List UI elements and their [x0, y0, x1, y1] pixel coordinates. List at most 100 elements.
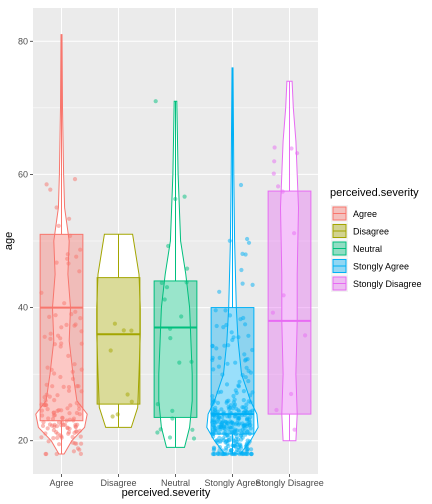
data-point — [58, 374, 63, 380]
data-point — [250, 390, 255, 395]
data-point — [214, 438, 219, 443]
y-tick-label: 80 — [18, 36, 28, 46]
legend-label: Stongly Agree — [353, 262, 409, 272]
data-point — [244, 365, 249, 370]
data-point — [166, 243, 171, 249]
data-point — [243, 432, 248, 437]
data-point — [62, 422, 68, 427]
data-point — [211, 417, 216, 422]
data-point — [241, 398, 246, 403]
data-point — [164, 285, 170, 290]
data-point — [211, 427, 216, 432]
data-point — [43, 398, 48, 403]
data-point — [289, 146, 294, 151]
data-point — [67, 216, 72, 221]
data-point — [50, 423, 55, 428]
data-point — [51, 428, 57, 433]
data-point — [243, 322, 248, 327]
data-point — [274, 407, 279, 413]
data-point — [168, 326, 173, 331]
legend-item: Agree — [331, 205, 377, 222]
data-point — [76, 384, 81, 389]
data-point — [73, 309, 78, 314]
data-point — [215, 400, 221, 405]
data-point — [246, 333, 251, 338]
data-point — [229, 435, 234, 440]
data-point — [232, 443, 237, 448]
data-point — [238, 442, 243, 447]
data-point — [77, 406, 82, 412]
data-point — [54, 205, 59, 210]
data-point — [234, 420, 240, 426]
data-point — [210, 431, 215, 436]
data-point — [72, 362, 77, 367]
data-point — [46, 439, 51, 444]
data-point — [211, 423, 216, 428]
data-point — [121, 328, 126, 333]
data-point — [229, 330, 234, 335]
data-point — [281, 293, 286, 298]
data-point — [224, 447, 229, 452]
data-point — [45, 365, 50, 370]
legend-item: Stongly Agree — [331, 257, 409, 275]
data-point — [78, 451, 83, 456]
data-point — [115, 412, 120, 417]
data-point — [74, 254, 79, 259]
data-point — [69, 312, 74, 317]
data-point — [61, 384, 66, 389]
data-point — [70, 369, 75, 374]
x-tick-label: Stongly Disagree — [255, 478, 324, 488]
data-point — [211, 367, 216, 372]
data-point — [246, 240, 252, 245]
data-point — [220, 448, 225, 453]
data-point — [295, 151, 300, 156]
data-point — [53, 313, 58, 318]
data-point — [45, 407, 50, 412]
data-point — [219, 421, 224, 426]
data-point — [238, 182, 244, 188]
legend-label: Disagree — [353, 227, 389, 237]
data-point — [43, 431, 48, 436]
data-point — [231, 393, 236, 399]
data-point — [231, 400, 236, 405]
data-point — [245, 417, 250, 422]
data-point — [212, 451, 217, 457]
data-point — [242, 352, 247, 357]
data-point — [222, 343, 227, 348]
data-point — [228, 403, 233, 408]
data-point — [224, 382, 230, 387]
data-point — [162, 297, 167, 302]
data-point — [58, 433, 63, 438]
data-point — [243, 375, 248, 380]
data-point — [271, 171, 276, 176]
data-point — [248, 393, 253, 398]
data-point — [155, 430, 160, 435]
data-point — [237, 379, 242, 384]
data-point — [47, 314, 52, 319]
data-point — [74, 401, 79, 406]
data-point — [59, 420, 65, 425]
data-point — [47, 394, 52, 399]
box — [96, 277, 141, 405]
data-point — [229, 411, 234, 416]
data-point — [243, 252, 248, 257]
data-point — [240, 373, 245, 378]
data-point — [51, 413, 57, 418]
data-point — [50, 384, 55, 389]
data-point — [55, 435, 60, 440]
data-point — [246, 379, 251, 384]
data-point — [239, 267, 244, 273]
data-point — [42, 334, 47, 339]
data-point — [233, 360, 238, 365]
legend-label: Agree — [353, 209, 377, 219]
data-point — [65, 406, 70, 411]
data-point — [246, 399, 251, 404]
data-point — [70, 434, 75, 440]
data-point — [237, 451, 242, 457]
data-point — [228, 425, 234, 430]
data-point — [216, 425, 221, 430]
x-tick-label: Stongly Agree — [204, 478, 260, 488]
data-point — [46, 416, 51, 421]
data-point — [79, 441, 84, 446]
